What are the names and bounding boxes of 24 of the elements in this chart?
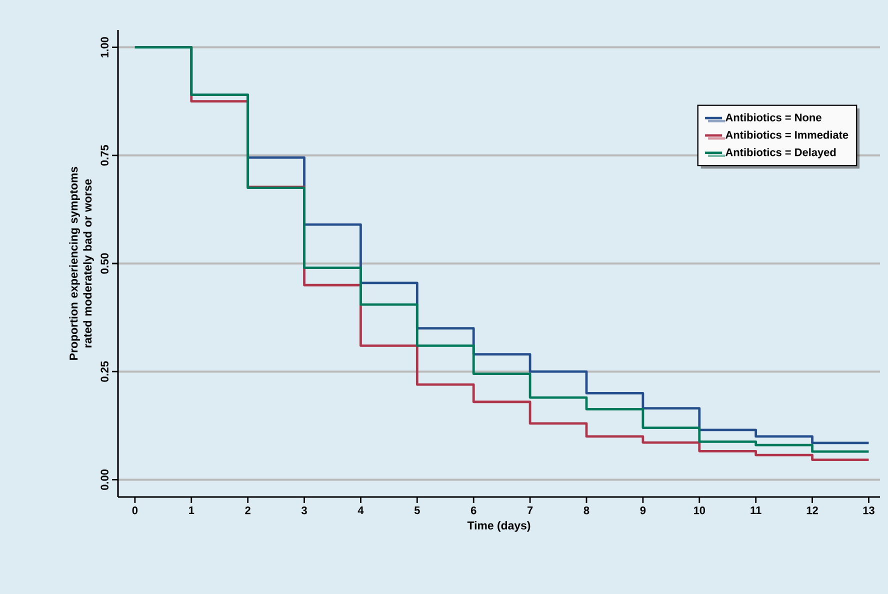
- x-tick-label: 1: [189, 506, 194, 514]
- x-tick-label: 0: [132, 506, 138, 514]
- x-tick-label: 7: [527, 506, 533, 514]
- x-tick-label: 12: [806, 506, 818, 514]
- x-axis-title: Time (days): [467, 521, 530, 532]
- y-tick-label: 1.00: [100, 37, 108, 58]
- x-tick-label: 5: [414, 506, 420, 514]
- x-tick-label: 3: [301, 506, 307, 514]
- y-tick-label: 0.25: [100, 361, 108, 382]
- legend-label: Antibiotics = Immediate: [726, 130, 848, 139]
- legend-label: Antibiotics = Delayed: [726, 148, 836, 158]
- x-tick-label: 11: [750, 506, 762, 514]
- y-tick-label: 0.75: [100, 145, 108, 166]
- x-tick-label: 4: [358, 506, 364, 514]
- x-tick-label: 8: [584, 506, 590, 514]
- x-tick-label: 13: [863, 506, 874, 514]
- x-tick-label: 6: [470, 506, 476, 514]
- legend-label: Antibiotics = None: [726, 113, 822, 122]
- x-tick-label: 2: [245, 506, 250, 514]
- x-tick-label: 9: [640, 506, 646, 514]
- y-tick-label: 0.00: [100, 469, 108, 490]
- x-tick-label: 10: [694, 506, 706, 514]
- y-tick-label: 0.50: [100, 253, 108, 274]
- y-axis-title: Proportion experiencing symptoms rated moderately bad or worse: [69, 166, 94, 360]
